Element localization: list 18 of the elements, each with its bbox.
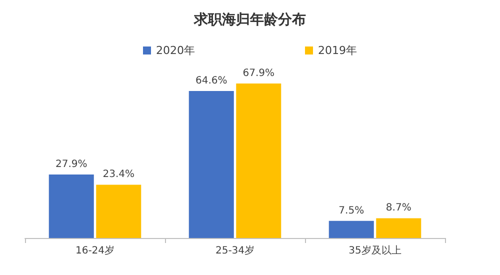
bar [96, 184, 142, 238]
bar [376, 218, 422, 238]
data-label: 64.6% [195, 75, 228, 86]
bar [328, 220, 374, 238]
chart-title: 求职海归年龄分布 [193, 12, 306, 28]
data-label: 7.5% [338, 205, 364, 216]
x-tick-label: 16-24岁 [75, 244, 115, 256]
data-label: 8.7% [386, 202, 412, 214]
x-tick-label: 35岁及以上 [348, 244, 402, 256]
bar [48, 174, 94, 238]
x-tick-label: 25-34岁 [215, 244, 255, 256]
bar [236, 83, 282, 238]
bar [188, 90, 234, 238]
legend-label: 2019年 [318, 44, 357, 57]
data-label: 23.4% [102, 169, 135, 180]
data-label: 67.9% [242, 68, 275, 79]
legend-label: 2020年 [156, 44, 196, 57]
data-label: 27.9% [55, 158, 88, 170]
